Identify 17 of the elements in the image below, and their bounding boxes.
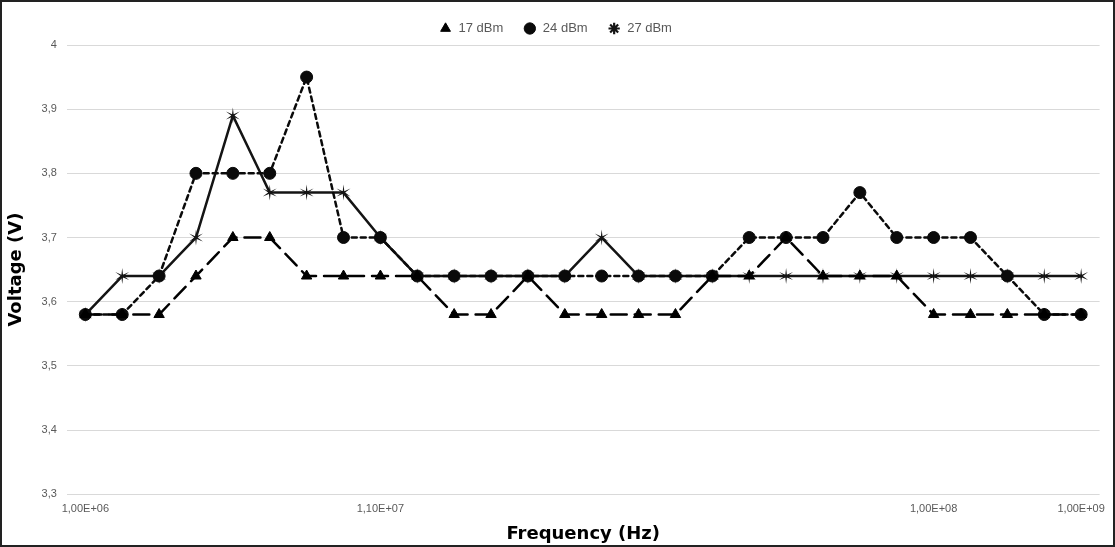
y-axis-title: Voltage (V): [4, 212, 26, 327]
y-tick-label: 3,4: [41, 423, 57, 436]
y-tick-label: 3,6: [41, 294, 57, 307]
legend-label: 27 dBm: [627, 20, 672, 36]
y-tick-label: 3,9: [41, 102, 57, 115]
legend-label: 17 dBm: [458, 20, 504, 36]
y-tick-label: 3,5: [41, 358, 57, 371]
y-tick-label: 4: [50, 38, 57, 51]
x-tick-label: 1,00E+09: [1057, 501, 1105, 514]
legend-label: 24 dBm: [542, 20, 588, 36]
x-axis-title: Frequency (Hz): [506, 521, 661, 543]
x-tick-label: 1,00E+08: [909, 501, 958, 514]
x-tick-label: 1,00E+06: [61, 501, 110, 514]
y-tick-label: 3,3: [41, 487, 57, 500]
y-tick-label: 3,8: [41, 166, 57, 179]
y-tick-label: 3,7: [41, 230, 57, 243]
x-tick-label: 1,10E+07: [356, 501, 405, 514]
